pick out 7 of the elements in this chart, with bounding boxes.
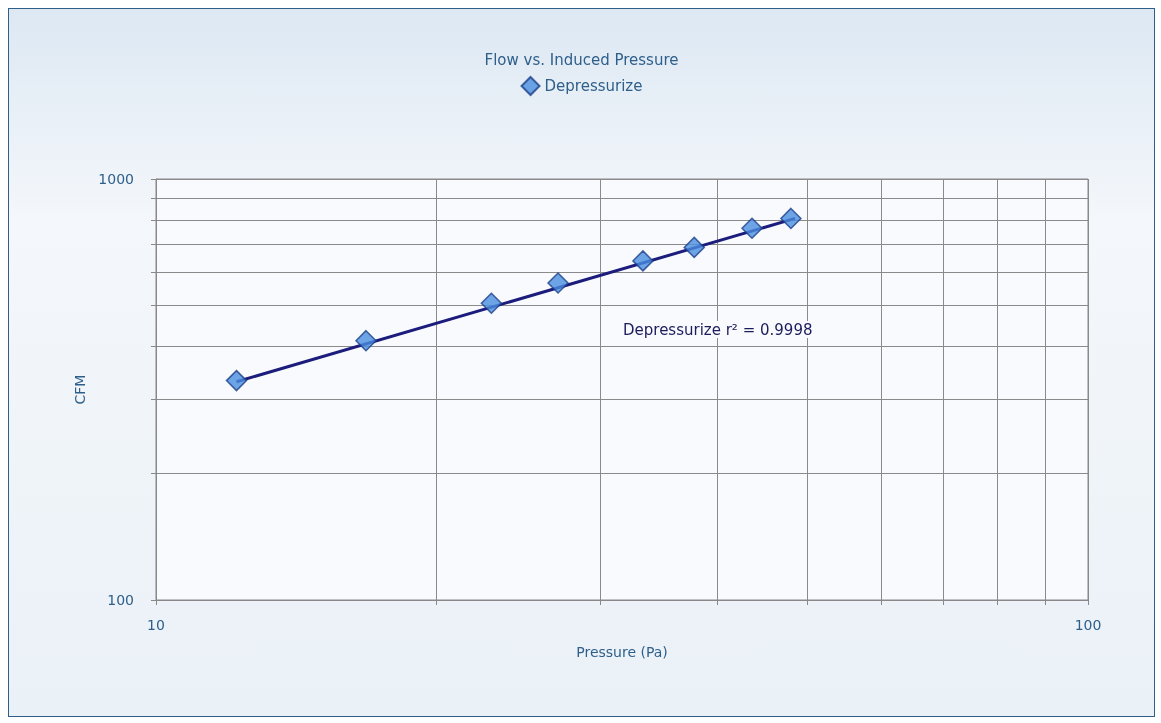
y-axis-title: CFM <box>72 374 89 405</box>
y-tick-label: 1000 <box>98 171 134 187</box>
chart-title: Flow vs. Induced Pressure <box>484 50 679 69</box>
annotation: Depressurize r² = 0.9998 <box>623 320 813 339</box>
x-axis-title: Pressure (Pa) <box>576 644 668 660</box>
x-tick-label: 10 <box>147 617 165 633</box>
legend-label: Depressurize <box>544 77 643 95</box>
